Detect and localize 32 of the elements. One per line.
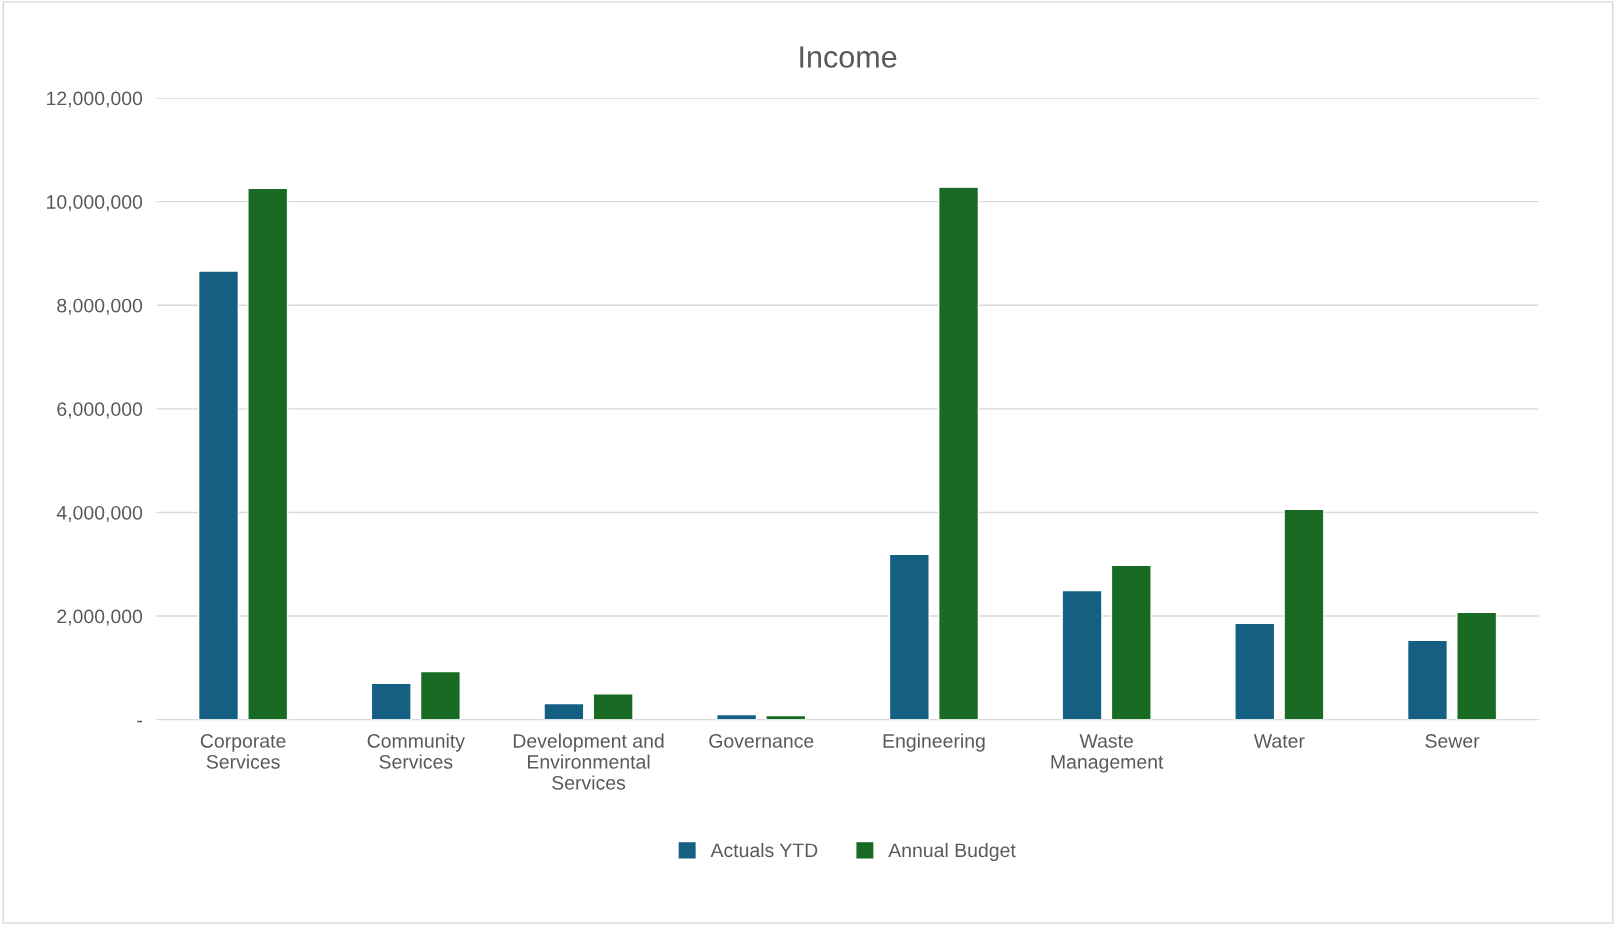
bar (419, 670, 461, 720)
bar (1110, 564, 1152, 720)
legend-label: Annual Budget (888, 842, 1016, 862)
bar (938, 186, 980, 720)
y-tick-label: 12,000,000 (47, 91, 143, 108)
x-tick-label: Engineering (883, 733, 985, 752)
bar (1234, 622, 1276, 720)
x-tick-label: Development and Environmental Services (513, 733, 664, 790)
x-tick-label: Corporate Services (200, 734, 286, 769)
bar (1456, 611, 1498, 720)
bar (247, 187, 289, 720)
bar (888, 553, 930, 720)
y-tick-label: 4,000,000 (56, 505, 143, 522)
bar (370, 682, 412, 720)
y-tick-label: 8,000,000 (57, 298, 143, 315)
bar (543, 702, 585, 720)
x-tick-label: Community Services (367, 733, 465, 769)
bar (1061, 589, 1103, 720)
legend-label: Actuals YTD (710, 842, 818, 858)
x-tick-label: Sewer (1425, 734, 1480, 748)
chart-title: Income (800, 46, 897, 68)
x-tick-label: Waste Management (1051, 734, 1164, 773)
bar (1283, 508, 1325, 720)
bar (1406, 639, 1449, 720)
x-tick-label: Governance (709, 734, 814, 748)
y-tick-label: 6,000,000 (57, 402, 143, 419)
y-tick-label: - (137, 720, 142, 723)
x-tick-label: Water (1253, 734, 1305, 748)
y-tick-label: 10,000,000 (47, 195, 143, 212)
bar (592, 693, 634, 720)
y-tick-label: 2,000,000 (57, 609, 143, 626)
bar (197, 270, 240, 720)
